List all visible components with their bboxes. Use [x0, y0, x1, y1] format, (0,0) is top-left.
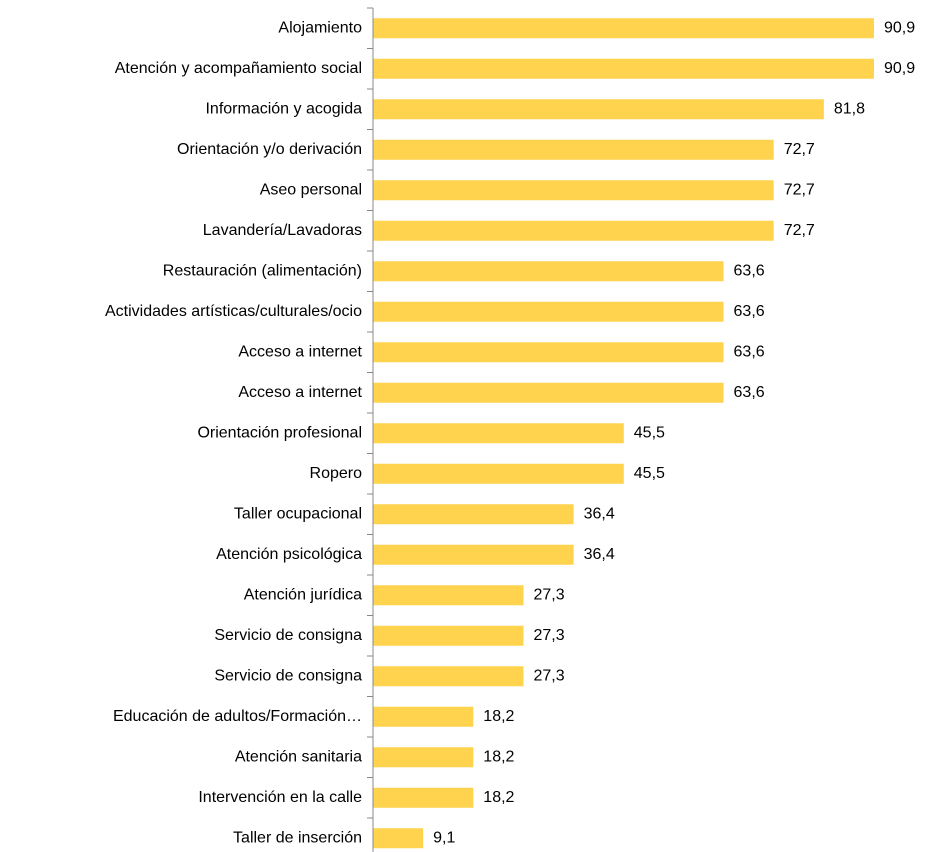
bar: [373, 18, 874, 39]
bar: [373, 301, 724, 322]
bar: [373, 342, 724, 363]
value-label: 72,7: [784, 222, 815, 239]
bar: [373, 261, 724, 282]
bar: [373, 139, 774, 160]
value-label: 36,4: [584, 505, 615, 522]
y-tick-label: Actividades artísticas/culturales/ocio: [105, 303, 362, 320]
bar: [373, 625, 524, 646]
y-tick-label: Acceso a internet: [238, 343, 362, 360]
y-tick-label: Intervención en la calle: [198, 789, 362, 806]
bar: [373, 666, 524, 687]
value-label: 45,5: [634, 424, 665, 441]
bar: [373, 504, 574, 525]
bar: [373, 382, 724, 403]
y-tick-label: Atención y acompañamiento social: [115, 60, 362, 77]
y-tick-label: Restauración (alimentación): [163, 262, 362, 279]
value-label: 63,6: [734, 343, 765, 360]
value-label: 81,8: [834, 100, 865, 117]
y-tick-label: Servicio de consigna: [214, 667, 362, 684]
bar: [373, 99, 824, 120]
bar: [373, 423, 624, 444]
bar: [373, 828, 424, 849]
bar: [373, 585, 524, 606]
y-tick-label: Educación de adultos/Formación…: [113, 708, 362, 725]
bar: [373, 544, 574, 565]
y-tick-label: Aseo personal: [260, 181, 362, 198]
value-label: 27,3: [533, 627, 564, 644]
value-label: 45,5: [634, 465, 665, 482]
value-label: 18,2: [483, 708, 514, 725]
value-label: 18,2: [483, 748, 514, 765]
y-tick-label: Alojamiento: [278, 19, 362, 36]
y-tick-label: Servicio de consigna: [214, 627, 362, 644]
y-tick-label: Información y acogida: [205, 100, 362, 117]
bar: [373, 58, 874, 79]
value-label: 27,3: [533, 586, 564, 603]
value-label: 63,6: [734, 262, 765, 279]
bar: [373, 463, 624, 484]
bar: [373, 706, 474, 727]
value-label: 36,4: [584, 546, 615, 563]
bar: [373, 747, 474, 768]
y-tick-label: Atención jurídica: [244, 586, 362, 603]
value-label: 72,7: [784, 181, 815, 198]
y-tick-label: Lavandería/Lavadoras: [203, 222, 362, 239]
y-tick-label: Ropero: [310, 465, 363, 482]
y-tick-label: Acceso a internet: [238, 384, 362, 401]
y-tick-label: Atención sanitaria: [235, 748, 362, 765]
y-tick-label: Orientación profesional: [197, 424, 362, 441]
value-label: 18,2: [483, 789, 514, 806]
value-label: 90,9: [884, 19, 915, 36]
y-tick-label: Atención psicológica: [216, 546, 362, 563]
value-label: 27,3: [533, 667, 564, 684]
y-tick-label: Taller ocupacional: [234, 505, 362, 522]
value-label: 72,7: [784, 141, 815, 158]
bar: [373, 180, 774, 201]
value-label: 9,1: [433, 829, 455, 846]
value-label: 63,6: [734, 384, 765, 401]
bar: [373, 787, 474, 808]
y-tick-label: Taller de inserción: [233, 829, 362, 846]
value-label: 63,6: [734, 303, 765, 320]
value-label: 90,9: [884, 60, 915, 77]
y-tick-label: Orientación y/o derivación: [177, 141, 362, 158]
bar: [373, 220, 774, 241]
